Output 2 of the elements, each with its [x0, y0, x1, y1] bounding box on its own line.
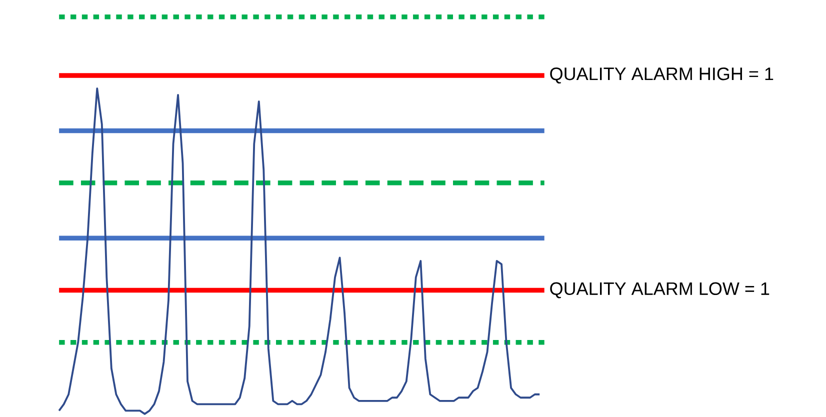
text: QUALITY ALARM HIGH = 1 — [550, 68, 774, 84]
text: QUALITY ALARM LOW = 1 — [550, 282, 770, 298]
